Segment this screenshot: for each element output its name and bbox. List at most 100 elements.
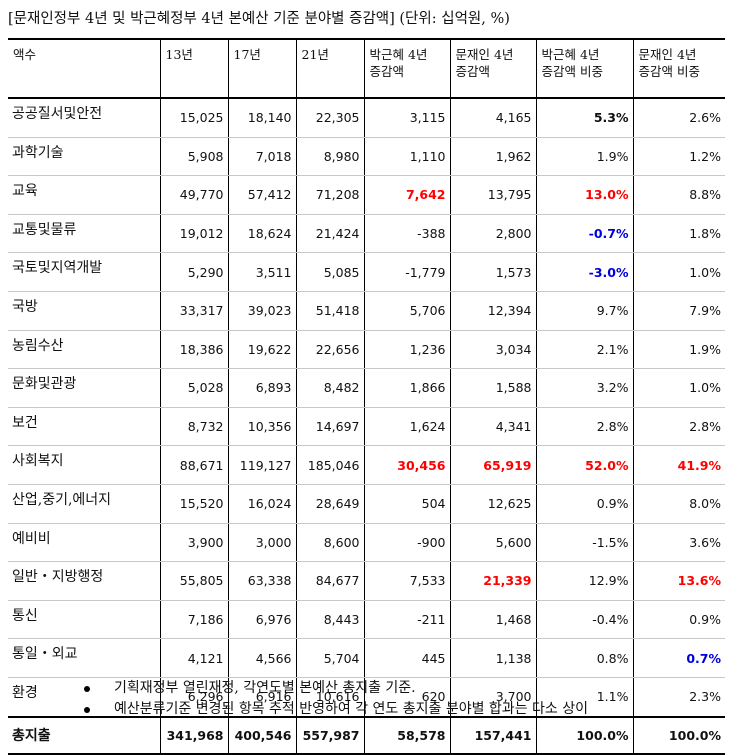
cell-value: 557,987 bbox=[295, 715, 364, 755]
cell-value: 504 bbox=[363, 484, 450, 524]
cell-value: 6,893 bbox=[227, 368, 296, 408]
table-row: 산업,중기,에너지 15,520 16,024 28,649 504 12,625 0.9%… bbox=[8, 484, 725, 524]
bullet-icon bbox=[84, 686, 90, 692]
cell-value: 6,916 bbox=[227, 677, 296, 718]
cell-value: 3,511 bbox=[227, 252, 296, 292]
cell-value: 22,656 bbox=[295, 330, 364, 370]
cell-value: 33,317 bbox=[159, 291, 228, 331]
budget-table: 액수 13년 17년 21년 박근혜 4년 증감액 문재인 4년 증감액 박근혜 4… bbox=[8, 38, 725, 755]
cell-value: 0.9% bbox=[632, 600, 725, 640]
cell-value: 8.8% bbox=[632, 175, 725, 215]
cell-value: 6,976 bbox=[227, 600, 296, 640]
cell-value: 49,770 bbox=[159, 175, 228, 215]
footnote: 기획재정부 열린재정, 각연도별 본예산 총지출 기준. bbox=[84, 678, 588, 699]
category-name: 일반・지방행정 bbox=[8, 561, 160, 601]
cell-value: 1,236 bbox=[363, 330, 450, 370]
cell-value: 8,443 bbox=[295, 600, 364, 640]
cell-value: 7,186 bbox=[159, 600, 228, 640]
table-row: 공공질서및안전 15,025 18,140 22,305 3,115 4,165 5.3% 2… bbox=[8, 98, 725, 138]
table-row: 농림수산 18,386 19,622 22,656 1,236 3,034 2.1% 1.9% bbox=[8, 330, 725, 370]
cell-value: 5,600 bbox=[449, 523, 536, 563]
cell-value: 0.9% bbox=[535, 484, 633, 524]
cell-value: 400,546 bbox=[227, 715, 296, 755]
category-name: 국방 bbox=[8, 291, 160, 331]
table-row: 통일・외교 4,121 4,566 5,704 445 1,138 0.8% 0.7% bbox=[8, 638, 725, 678]
cell-value: -0.4% bbox=[535, 600, 633, 640]
cell-value: 15,025 bbox=[159, 98, 228, 138]
cell-value: 10,616 bbox=[295, 677, 364, 718]
cell-value: 16,024 bbox=[227, 484, 296, 524]
category-name: 국토및지역개발 bbox=[8, 252, 160, 292]
header-13: 13년 bbox=[159, 38, 228, 99]
cell-value: 4,566 bbox=[227, 638, 296, 678]
cell-value: 1.9% bbox=[632, 330, 725, 370]
header-moon-change: 문재인 4년 증감액 bbox=[449, 38, 536, 99]
header-21: 21년 bbox=[295, 38, 364, 99]
cell-value: 4,341 bbox=[449, 407, 536, 447]
cell-value: 5,085 bbox=[295, 252, 364, 292]
table-row: 통신 7,186 6,976 8,443 -211 1,468 -0.4% 0.9% bbox=[8, 600, 725, 640]
cell-value: 445 bbox=[363, 638, 450, 678]
cell-value: 119,127 bbox=[227, 445, 296, 485]
cell-value: 0.7% bbox=[632, 638, 725, 678]
category-name: 사회복지 bbox=[8, 445, 160, 485]
cell-value: 12.9% bbox=[535, 561, 633, 601]
cell-value: 1,110 bbox=[363, 137, 450, 177]
header-amount: 액수 bbox=[8, 38, 160, 99]
cell-value: 2.8% bbox=[632, 407, 725, 447]
cell-value: -211 bbox=[363, 600, 450, 640]
cell-value: 1,573 bbox=[449, 252, 536, 292]
cell-value: 4,121 bbox=[159, 638, 228, 678]
cell-value: 14,697 bbox=[295, 407, 364, 447]
table-row: 환경 6,296 6,916 10,616 620 3,700 1.1% 2.3% bbox=[8, 677, 725, 718]
cell-value: 3,900 bbox=[159, 523, 228, 563]
cell-value: 3,000 bbox=[227, 523, 296, 563]
cell-value: 19,012 bbox=[159, 214, 228, 254]
table-row: 국토및지역개발 5,290 3,511 5,085 -1,779 1,573 -3.0% 1.… bbox=[8, 252, 725, 292]
cell-value: 63,338 bbox=[227, 561, 296, 601]
cell-value: 10,356 bbox=[227, 407, 296, 447]
cell-value: 8,980 bbox=[295, 137, 364, 177]
cell-value: 18,140 bbox=[227, 98, 296, 138]
cell-value: 21,339 bbox=[449, 561, 536, 601]
cell-value: 18,386 bbox=[159, 330, 228, 370]
header-park-share: 박근혜 4년 증감액 비중 bbox=[535, 38, 633, 99]
cell-value: 1,588 bbox=[449, 368, 536, 408]
cell-value: 2.8% bbox=[535, 407, 633, 447]
table-row: 일반・지방행정 55,805 63,338 84,677 7,533 21,339 12.9… bbox=[8, 561, 725, 601]
cell-value: 5,028 bbox=[159, 368, 228, 408]
cell-value: 71,208 bbox=[295, 175, 364, 215]
cell-value: 2.1% bbox=[535, 330, 633, 370]
category-name: 예비비 bbox=[8, 523, 160, 563]
category-name: 교통및물류 bbox=[8, 214, 160, 254]
cell-value: 13.0% bbox=[535, 175, 633, 215]
category-name: 보건 bbox=[8, 407, 160, 447]
cell-value: 5,908 bbox=[159, 137, 228, 177]
category-name: 통신 bbox=[8, 600, 160, 640]
category-name: 농림수산 bbox=[8, 330, 160, 370]
cell-value: 8.0% bbox=[632, 484, 725, 524]
cell-value: -1.5% bbox=[535, 523, 633, 563]
cell-value: 341,968 bbox=[159, 715, 228, 755]
header-17: 17년 bbox=[227, 38, 296, 99]
cell-value: 41.9% bbox=[632, 445, 725, 485]
cell-value: 8,482 bbox=[295, 368, 364, 408]
cell-value: 84,677 bbox=[295, 561, 364, 601]
cell-value: 39,023 bbox=[227, 291, 296, 331]
cell-value: 1.8% bbox=[632, 214, 725, 254]
cell-value: 620 bbox=[363, 677, 450, 718]
cell-value: -388 bbox=[363, 214, 450, 254]
cell-value: 1.1% bbox=[535, 677, 633, 718]
cell-value: 1,866 bbox=[363, 368, 450, 408]
cell-value: 28,649 bbox=[295, 484, 364, 524]
cell-value: 7,642 bbox=[363, 175, 450, 215]
cell-value: 1,138 bbox=[449, 638, 536, 678]
cell-value: 9.7% bbox=[535, 291, 633, 331]
cell-value: 4,165 bbox=[449, 98, 536, 138]
cell-value: 88,671 bbox=[159, 445, 228, 485]
cell-value: 8,732 bbox=[159, 407, 228, 447]
page-title: [문재인정부 4년 및 박근혜정부 4년 본예산 기준 분야별 증감액] (단위… bbox=[8, 11, 510, 27]
cell-value: 12,394 bbox=[449, 291, 536, 331]
cell-value: 3,034 bbox=[449, 330, 536, 370]
cell-value: 52.0% bbox=[535, 445, 633, 485]
